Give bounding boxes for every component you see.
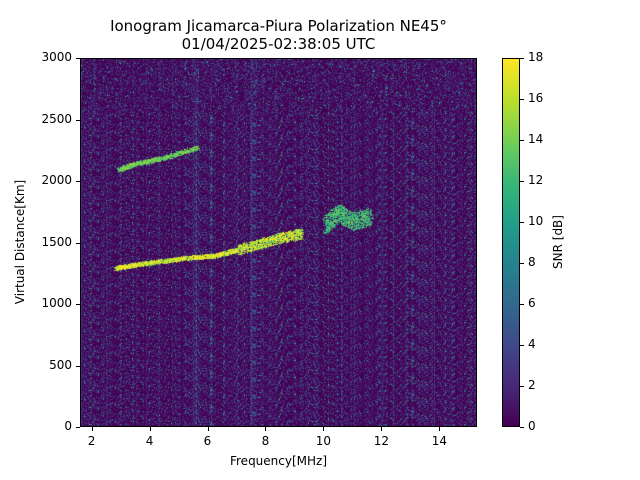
y-tick-mark: [76, 427, 80, 428]
colorbar-tick-label: 12: [528, 173, 544, 187]
colorbar-tick-mark: [520, 181, 524, 182]
x-tick-label: 10: [315, 434, 332, 448]
x-tick-label: 4: [145, 434, 154, 448]
colorbar-tick-label: 8: [528, 255, 536, 269]
chart-title-line2: 01/04/2025-02:38:05 UTC: [181, 35, 376, 53]
y-tick-label: 2500: [41, 111, 72, 126]
colorbar-tick-mark: [520, 58, 524, 59]
colorbar-tick-label: 14: [528, 132, 544, 146]
colorbar-tick-mark: [520, 99, 524, 100]
y-tick-mark: [76, 365, 80, 367]
x-tick-label: 6: [203, 434, 212, 448]
x-tick-mark: [439, 427, 441, 431]
colorbar-tick-label: 18: [528, 50, 544, 64]
ionogram-plot-area: [80, 58, 477, 427]
chart-title-line1: Ionogram Jicamarca-Piura Polarization NE…: [110, 17, 447, 35]
y-tick-label: 2000: [41, 173, 72, 187]
snr-heatmap: [81, 59, 476, 426]
colorbar-tick-mark: [520, 140, 524, 141]
y-tick-label: 500: [49, 357, 72, 372]
colorbar: [502, 58, 520, 427]
x-tick-mark: [323, 427, 325, 431]
y-tick-mark: [76, 119, 80, 121]
x-tick-mark: [207, 427, 209, 431]
colorbar-tick-mark: [520, 386, 524, 387]
x-tick-mark: [91, 427, 93, 431]
colorbar-tick-label: 10: [528, 214, 544, 228]
colorbar-tick-label: 4: [528, 337, 536, 351]
y-tick-label: 3000: [41, 50, 72, 64]
y-axis-label: Virtual Distance[Km]: [13, 179, 27, 305]
colorbar-tick-mark: [520, 222, 524, 223]
x-tick-label: 8: [261, 434, 270, 448]
x-tick-label: 2: [87, 434, 96, 448]
colorbar-tick-label: 0: [528, 419, 536, 433]
y-tick-mark: [76, 181, 80, 182]
colorbar-tick-label: 16: [528, 91, 544, 105]
y-tick-label: 1000: [41, 296, 72, 310]
colorbar-tick-mark: [520, 304, 524, 305]
y-tick-label: 0: [64, 419, 72, 433]
x-tick-mark: [381, 427, 383, 431]
x-tick-label: 12: [373, 434, 389, 448]
y-tick-mark: [76, 304, 80, 305]
x-axis-label: Frequency[MHz]: [229, 454, 328, 468]
x-tick-mark: [149, 427, 151, 431]
x-tick-mark: [265, 427, 267, 431]
x-tick-label: 14: [431, 434, 447, 448]
chart-title: Ionogram Jicamarca-Piura Polarization NE…: [80, 17, 477, 53]
colorbar-tick-mark: [520, 345, 524, 346]
colorbar-tick-label: 2: [528, 378, 536, 392]
y-tick-mark: [76, 242, 80, 244]
y-tick-mark: [76, 58, 80, 59]
colorbar-tick-label: 6: [528, 296, 536, 310]
y-tick-label: 1500: [41, 234, 72, 249]
colorbar-tick-mark: [520, 427, 524, 428]
colorbar-tick-mark: [520, 263, 524, 264]
colorbar-label: SNR [dB]: [551, 215, 565, 269]
